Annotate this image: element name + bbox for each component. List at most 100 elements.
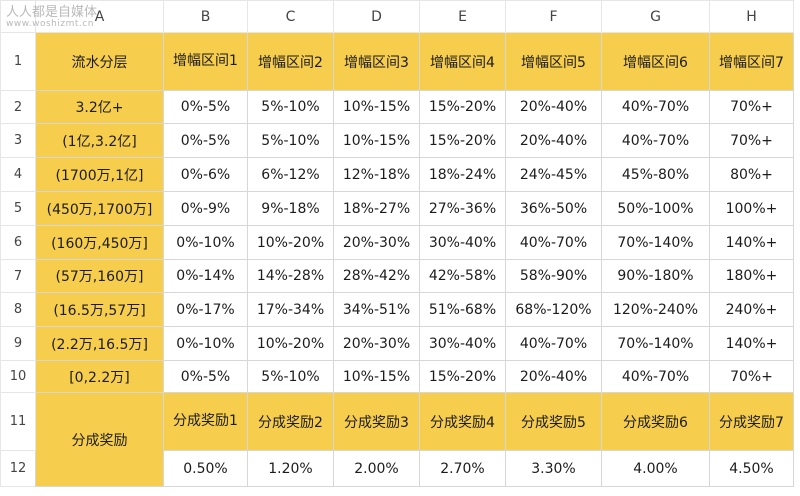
data-cell[interactable]: 20%-40% [505,123,602,158]
data-cell[interactable]: 18%-27% [333,191,420,226]
tier-label-cell[interactable]: (57万,160万] [35,259,164,293]
data-cell[interactable]: 10%-15% [333,90,420,124]
row-header-12[interactable]: 12 [0,450,36,487]
data-cell[interactable]: 90%-180% [601,259,710,293]
data-cell[interactable]: 0%-14% [163,259,248,293]
data-cell[interactable]: 140%+ [709,326,794,361]
data-cell[interactable]: 0%-5% [163,360,248,393]
data-cell[interactable]: 40%-70% [601,123,710,158]
reward-value-cell[interactable]: 4.50% [709,450,794,487]
data-cell[interactable]: 15%-20% [419,123,506,158]
data-cell[interactable]: 5%-10% [247,360,334,393]
row-header-11[interactable]: 11 [0,392,36,451]
data-cell[interactable]: 9%-18% [247,191,334,226]
data-cell[interactable]: 45%-80% [601,157,710,192]
range-header-cell[interactable]: 增幅区间5 [505,32,602,91]
row-header-6[interactable]: 6 [0,225,36,260]
row-header-1[interactable]: 1 [0,32,36,91]
reward-value-cell[interactable]: 3.30% [505,450,602,487]
tier-label-cell[interactable]: [0,2.2万] [35,360,164,393]
data-cell[interactable]: 58%-90% [505,259,602,293]
data-cell[interactable]: 0%-5% [163,123,248,158]
reward-value-cell[interactable]: 2.70% [419,450,506,487]
column-header-e[interactable]: E [419,0,506,33]
data-cell[interactable]: 27%-36% [419,191,506,226]
data-cell[interactable]: 100%+ [709,191,794,226]
data-cell[interactable]: 24%-45% [505,157,602,192]
row-header-5[interactable]: 5 [0,191,36,226]
tier-label-cell[interactable]: 3.2亿+ [35,90,164,124]
data-cell[interactable]: 68%-120% [505,292,602,327]
range-header-cell[interactable]: 增幅区间4 [419,32,506,91]
data-cell[interactable]: 180%+ [709,259,794,293]
data-cell[interactable]: 20%-30% [333,225,420,260]
reward-header-cell[interactable]: 分成奖励7 [709,392,794,451]
data-cell[interactable]: 10%-15% [333,123,420,158]
tier-label-cell[interactable]: (450万,1700万] [35,191,164,226]
row-header-7[interactable]: 7 [0,259,36,293]
tier-label-cell[interactable]: (16.5万,57万] [35,292,164,327]
data-cell[interactable]: 40%-70% [601,90,710,124]
data-cell[interactable]: 20%-40% [505,90,602,124]
corner-cell[interactable] [0,0,36,33]
reward-header-cell[interactable]: 分成奖励5 [505,392,602,451]
data-cell[interactable]: 51%-68% [419,292,506,327]
reward-header-cell[interactable]: 分成奖励4 [419,392,506,451]
data-cell[interactable]: 20%-30% [333,326,420,361]
tier-label-cell[interactable]: (1700万,1亿] [35,157,164,192]
data-cell[interactable]: 6%-12% [247,157,334,192]
reward-header-cell[interactable]: 分成奖励6 [601,392,710,451]
tier-label-cell[interactable]: (1亿,3.2亿] [35,123,164,158]
data-cell[interactable]: 15%-20% [419,360,506,393]
data-cell[interactable]: 20%-40% [505,360,602,393]
column-header-h[interactable]: H [709,0,794,33]
data-cell[interactable]: 34%-51% [333,292,420,327]
reward-header-cell[interactable]: 分成奖励3 [333,392,420,451]
data-cell[interactable]: 40%-70% [601,360,710,393]
reward-value-cell[interactable]: 1.20% [247,450,334,487]
reward-value-cell[interactable]: 4.00% [601,450,710,487]
data-cell[interactable]: 28%-42% [333,259,420,293]
row-header-4[interactable]: 4 [0,157,36,192]
column-header-c[interactable]: C [247,0,334,33]
range-header-cell[interactable]: 增幅区间6 [601,32,710,91]
data-cell[interactable]: 70%-140% [601,225,710,260]
data-cell[interactable]: 240%+ [709,292,794,327]
range-header-cell[interactable]: 增幅区间7 [709,32,794,91]
tier-header-cell[interactable]: 流水分层 [35,32,164,91]
data-cell[interactable]: 42%-58% [419,259,506,293]
reward-value-cell[interactable]: 0.50% [163,450,248,487]
row-header-9[interactable]: 9 [0,326,36,361]
row-header-3[interactable]: 3 [0,123,36,158]
reward-header-cell[interactable]: 分成奖励1 [163,392,248,451]
data-cell[interactable]: 36%-50% [505,191,602,226]
data-cell[interactable]: 70%+ [709,123,794,158]
data-cell[interactable]: 10%-20% [247,225,334,260]
data-cell[interactable]: 10%-20% [247,326,334,361]
data-cell[interactable]: 15%-20% [419,90,506,124]
data-cell[interactable]: 30%-40% [419,225,506,260]
data-cell[interactable]: 70%+ [709,360,794,393]
data-cell[interactable]: 12%-18% [333,157,420,192]
data-cell[interactable]: 18%-24% [419,157,506,192]
data-cell[interactable]: 50%-100% [601,191,710,226]
range-header-cell[interactable]: 增幅区间2 [247,32,334,91]
column-header-b[interactable]: B [163,0,248,33]
column-header-f[interactable]: F [505,0,602,33]
row-header-2[interactable]: 2 [0,90,36,124]
data-cell[interactable]: 0%-17% [163,292,248,327]
range-header-cell[interactable]: 增幅区间3 [333,32,420,91]
data-cell[interactable]: 40%-70% [505,326,602,361]
tier-label-cell[interactable]: (160万,450万] [35,225,164,260]
tier-label-cell[interactable]: (2.2万,16.5万] [35,326,164,361]
reward-value-cell[interactable]: 2.00% [333,450,420,487]
data-cell[interactable]: 80%+ [709,157,794,192]
data-cell[interactable]: 0%-5% [163,90,248,124]
row-header-10[interactable]: 10 [0,360,36,393]
range-header-cell[interactable]: 增幅区间1 [163,32,248,91]
column-header-g[interactable]: G [601,0,710,33]
data-cell[interactable]: 10%-15% [333,360,420,393]
data-cell[interactable]: 40%-70% [505,225,602,260]
data-cell[interactable]: 5%-10% [247,90,334,124]
data-cell[interactable]: 120%-240% [601,292,710,327]
